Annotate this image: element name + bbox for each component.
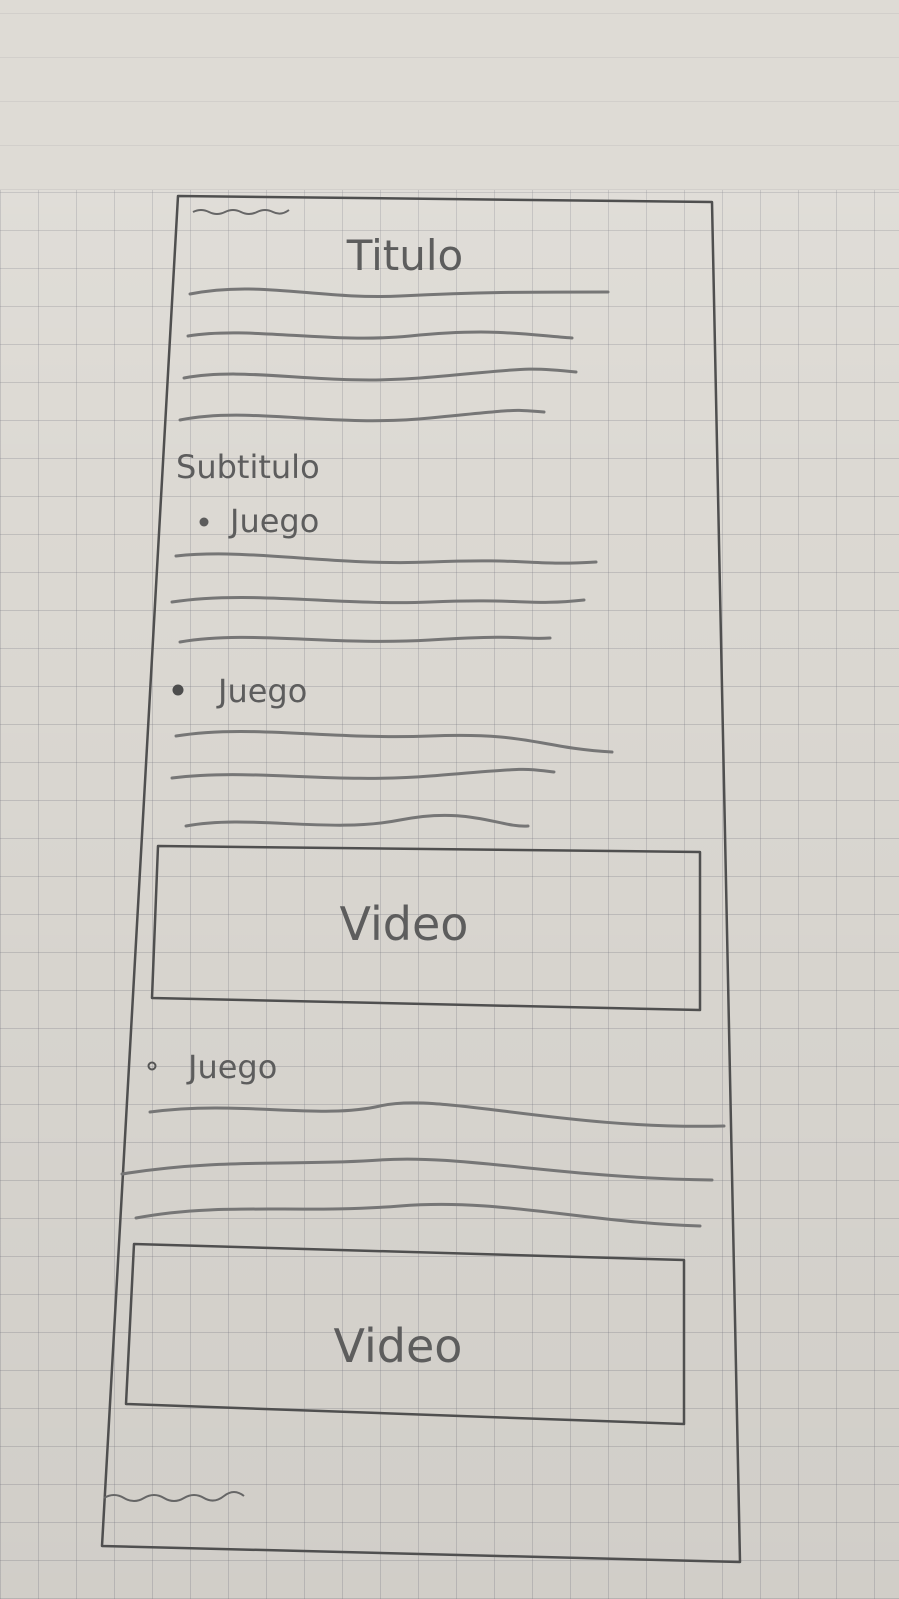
page-frame bbox=[100, 194, 742, 1564]
text-line bbox=[178, 635, 552, 644]
page-title: Titulo bbox=[346, 231, 463, 280]
item-label: Juego bbox=[216, 672, 307, 710]
item-1-paragraph bbox=[170, 552, 598, 644]
text-line bbox=[134, 1202, 702, 1228]
text-line bbox=[120, 1157, 714, 1182]
section-subtitle: Subtitulo bbox=[176, 448, 320, 486]
text-line bbox=[170, 767, 556, 780]
text-line bbox=[184, 813, 530, 828]
footer-scribble bbox=[103, 1491, 245, 1502]
item-2-paragraph bbox=[170, 729, 614, 828]
video-label: Video bbox=[340, 897, 469, 951]
bullet-icon bbox=[199, 517, 209, 527]
header-scribble bbox=[192, 209, 290, 215]
text-line bbox=[182, 367, 578, 382]
video-label: Video bbox=[334, 1319, 463, 1373]
text-line bbox=[188, 287, 610, 298]
video-placeholder bbox=[150, 844, 702, 1012]
text-line bbox=[186, 330, 574, 340]
text-line bbox=[148, 1101, 726, 1128]
text-line bbox=[170, 595, 586, 605]
intro-paragraph bbox=[178, 287, 610, 423]
item-label: Juego bbox=[228, 502, 319, 540]
paper-top-margin bbox=[0, 0, 899, 190]
bullet-icon bbox=[147, 1061, 157, 1071]
video-placeholder bbox=[124, 1242, 686, 1426]
item-3-paragraph bbox=[120, 1101, 726, 1228]
text-line bbox=[174, 552, 598, 565]
item-label: Juego bbox=[186, 1048, 277, 1086]
text-line bbox=[178, 408, 546, 423]
text-line bbox=[174, 729, 614, 754]
bullet-icon bbox=[172, 684, 184, 696]
